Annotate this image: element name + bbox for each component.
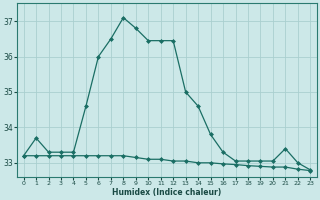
X-axis label: Humidex (Indice chaleur): Humidex (Indice chaleur): [112, 188, 221, 197]
